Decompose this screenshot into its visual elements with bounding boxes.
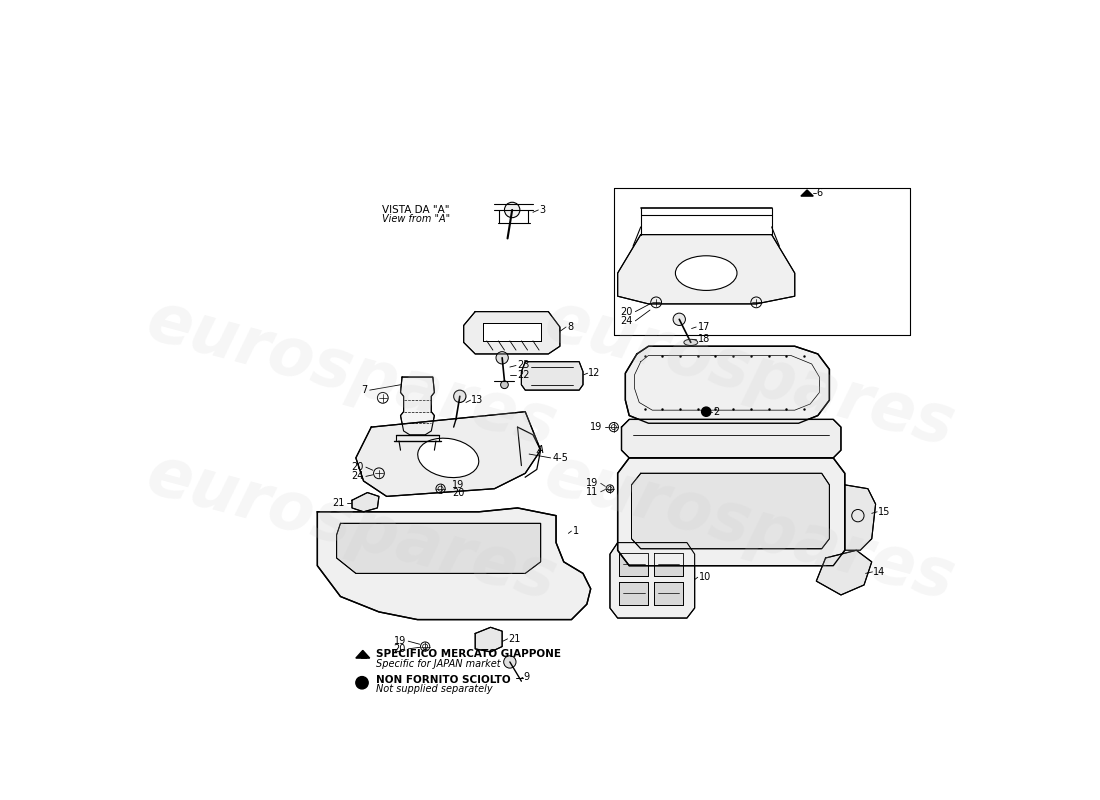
Text: 7: 7 <box>361 385 367 395</box>
Text: 6: 6 <box>816 188 823 198</box>
Text: 10: 10 <box>698 572 711 582</box>
Text: 11: 11 <box>586 486 598 497</box>
Polygon shape <box>318 508 591 619</box>
Polygon shape <box>621 419 842 458</box>
Text: View from "A": View from "A" <box>382 214 450 224</box>
Circle shape <box>453 390 466 402</box>
Text: 24: 24 <box>351 471 363 482</box>
Polygon shape <box>464 311 560 354</box>
Polygon shape <box>618 458 845 566</box>
Circle shape <box>355 677 368 689</box>
Text: 3: 3 <box>539 205 546 215</box>
Circle shape <box>702 407 711 416</box>
Polygon shape <box>619 553 649 576</box>
Polygon shape <box>618 234 794 304</box>
Text: 13: 13 <box>472 395 484 405</box>
Text: 24: 24 <box>620 316 634 326</box>
Text: 20: 20 <box>351 462 363 472</box>
Text: VISTA DA "A": VISTA DA "A" <box>382 205 450 215</box>
Text: 19: 19 <box>590 422 603 432</box>
Ellipse shape <box>675 256 737 290</box>
Text: A: A <box>537 445 543 455</box>
Ellipse shape <box>418 438 478 478</box>
Text: Specific for JAPAN market: Specific for JAPAN market <box>376 659 500 670</box>
Text: 18: 18 <box>697 334 710 343</box>
Circle shape <box>451 418 461 428</box>
Polygon shape <box>337 523 541 574</box>
Text: eurospares: eurospares <box>140 286 564 460</box>
Text: Not supplied separately: Not supplied separately <box>376 684 493 694</box>
Text: 14: 14 <box>873 567 886 577</box>
Text: 19: 19 <box>394 636 406 646</box>
Text: 15: 15 <box>878 507 890 517</box>
Text: 2: 2 <box>713 406 719 417</box>
Text: SPECIFICO MERCATO GIAPPONE: SPECIFICO MERCATO GIAPPONE <box>376 650 561 659</box>
Polygon shape <box>625 346 829 423</box>
Text: =: = <box>360 653 367 663</box>
Circle shape <box>496 352 508 364</box>
Text: 12: 12 <box>588 368 601 378</box>
Circle shape <box>673 313 685 326</box>
Text: 4-5: 4-5 <box>552 453 568 463</box>
Circle shape <box>504 656 516 668</box>
Text: 9: 9 <box>524 672 530 682</box>
Text: 17: 17 <box>697 322 711 332</box>
Polygon shape <box>609 542 695 618</box>
Text: 1: 1 <box>573 526 579 536</box>
Polygon shape <box>845 485 876 550</box>
Text: =: = <box>360 678 367 688</box>
Text: 21: 21 <box>508 634 520 644</box>
Polygon shape <box>475 627 502 652</box>
Polygon shape <box>653 582 683 605</box>
Text: 20: 20 <box>620 306 634 317</box>
Text: 20: 20 <box>452 488 464 498</box>
Polygon shape <box>521 362 583 390</box>
Text: eurospares: eurospares <box>538 286 962 460</box>
Text: 23: 23 <box>517 361 530 370</box>
Text: eurospares: eurospares <box>538 441 962 614</box>
Polygon shape <box>631 474 829 549</box>
Polygon shape <box>483 323 541 341</box>
Polygon shape <box>352 493 378 512</box>
Text: eurospares: eurospares <box>140 441 564 614</box>
Polygon shape <box>356 412 541 496</box>
Polygon shape <box>653 553 683 576</box>
Polygon shape <box>816 550 871 595</box>
Polygon shape <box>400 377 434 435</box>
Text: 22: 22 <box>517 370 530 380</box>
Text: 20: 20 <box>394 644 406 654</box>
Circle shape <box>500 381 508 389</box>
Text: 21: 21 <box>332 498 344 507</box>
Polygon shape <box>801 190 813 196</box>
Polygon shape <box>356 650 370 658</box>
Polygon shape <box>619 582 649 605</box>
Text: 19: 19 <box>452 480 464 490</box>
Text: 19: 19 <box>586 478 598 488</box>
Circle shape <box>505 202 520 218</box>
Text: 8: 8 <box>568 322 574 332</box>
Text: NON FORNITO SCIOLTO: NON FORNITO SCIOLTO <box>376 674 510 685</box>
Ellipse shape <box>684 339 697 346</box>
